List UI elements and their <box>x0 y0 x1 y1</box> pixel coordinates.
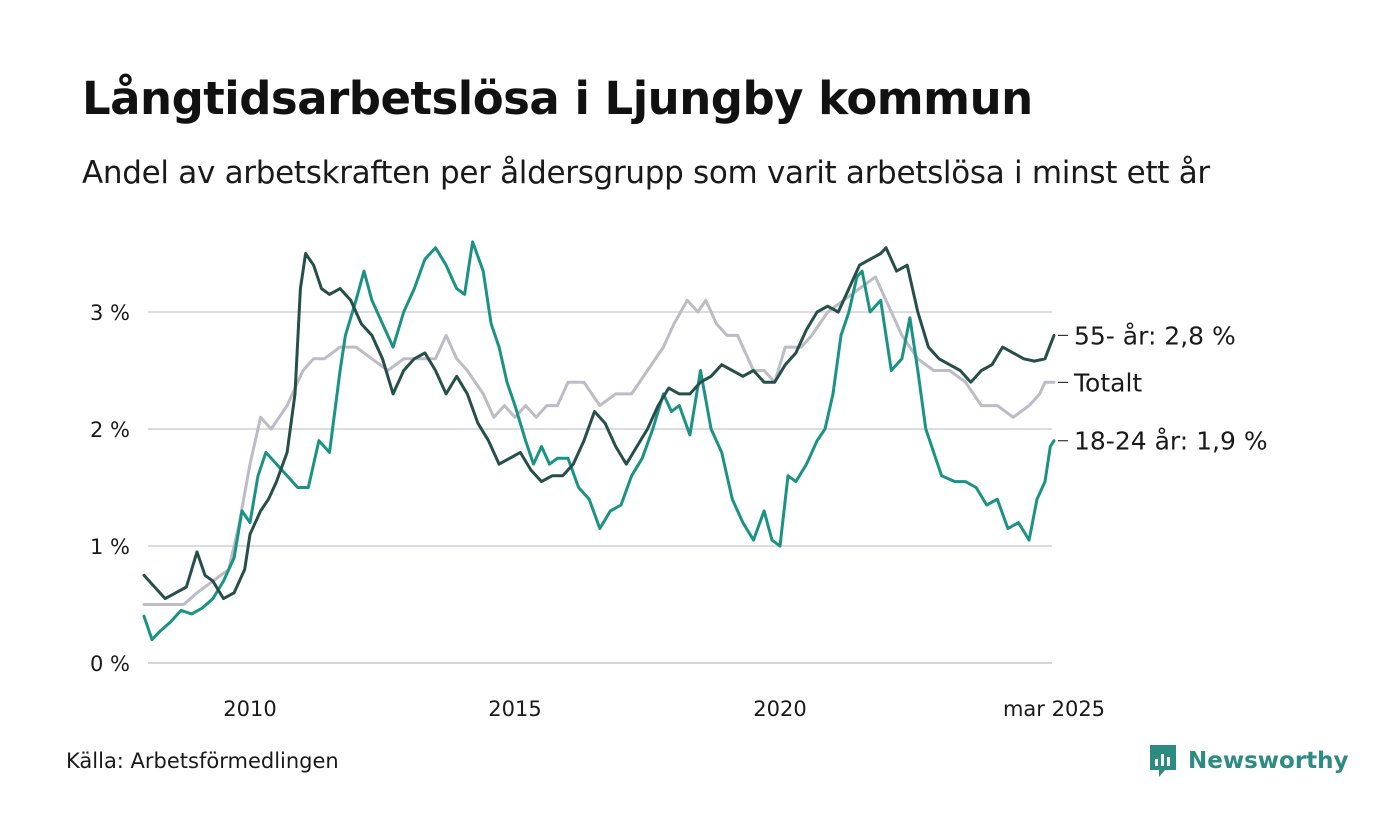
y-axis-tick-labels: 0 % 1 % 2 % 3 % <box>90 301 130 676</box>
series-lines <box>142 240 1056 642</box>
series-line <box>142 240 1056 642</box>
series-end-label: 18-24 år: 1,9 % <box>1074 427 1268 456</box>
brand-logo[interactable]: Newsworthy <box>1148 743 1349 779</box>
x-tick-label: 2020 <box>753 697 806 721</box>
y-tick-label: 3 % <box>90 301 130 325</box>
y-tick-label: 2 % <box>90 418 130 442</box>
y-tick-label: 0 % <box>90 652 130 676</box>
brand-name: Newsworthy <box>1188 748 1349 774</box>
x-tick-label: 2010 <box>223 697 276 721</box>
x-tick-label: mar 2025 <box>1003 697 1105 721</box>
series-line <box>142 275 1056 606</box>
x-tick-label: 2015 <box>488 697 541 721</box>
chart-title: Långtidsarbetslösa i Ljungby kommun <box>82 72 1033 125</box>
source-note: Källa: Arbetsförmedlingen <box>66 749 339 773</box>
y-tick-label: 1 % <box>90 535 130 559</box>
series-end-label: Totalt <box>1073 368 1142 397</box>
series-line <box>142 246 1056 601</box>
newsworthy-logo-icon <box>1150 745 1176 777</box>
chart-subtitle: Andel av arbetskraften per åldersgrupp s… <box>82 155 1210 191</box>
x-axis-tick-labels: 2010 2015 2020 mar 2025 <box>223 697 1105 721</box>
series-end-labels: 55- år: 2,8 % Totalt 18-24 år: 1,9 % <box>1058 321 1268 456</box>
series-end-label: 55- år: 2,8 % <box>1074 321 1236 350</box>
